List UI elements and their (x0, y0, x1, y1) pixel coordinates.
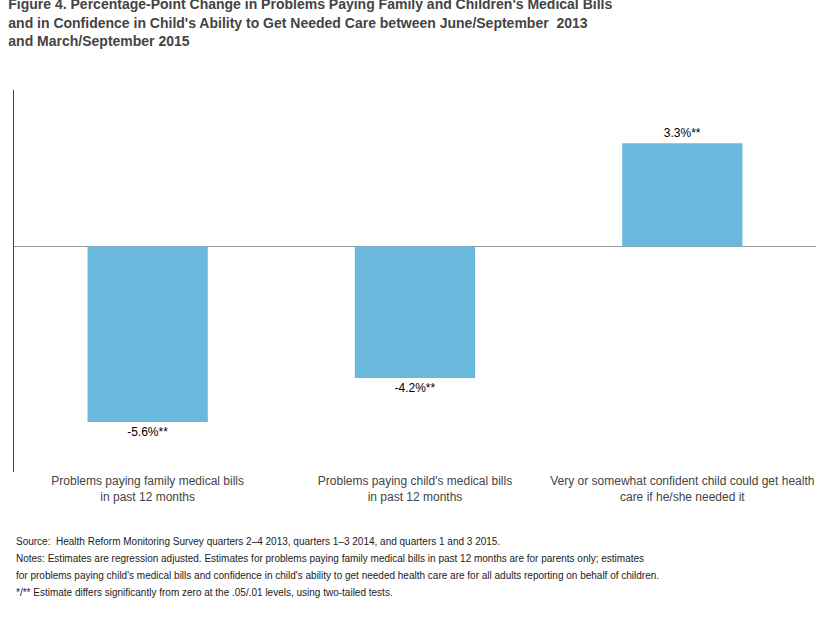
svg-text:Problems paying family medical: Problems paying family medical billsin p… (51, 474, 244, 504)
svg-text:*/** Estimate differs signific: */** Estimate differs significantly from… (16, 587, 393, 598)
svg-text:for problems paying child's me: for problems paying child's medical bill… (16, 570, 659, 581)
svg-text:3.3%**: 3.3%** (664, 126, 701, 140)
svg-text:-5.6%**: -5.6%** (127, 425, 168, 439)
svg-text:Very or somewhat confident chi: Very or somewhat confident child could g… (550, 474, 814, 504)
svg-text:Figure 4. Percentage-Point Cha: Figure 4. Percentage-Point Change in Pro… (8, 0, 612, 49)
svg-text:-4.2%**: -4.2%** (394, 381, 435, 395)
svg-text:Source: Health Reform Monitor: Source: Health Reform Monitoring Survey … (16, 536, 500, 547)
svg-text:Notes: Estimates are regressio: Notes: Estimates are regression adjusted… (16, 553, 644, 564)
svg-text:Problems paying child's medica: Problems paying child's medical billsin … (318, 474, 512, 504)
